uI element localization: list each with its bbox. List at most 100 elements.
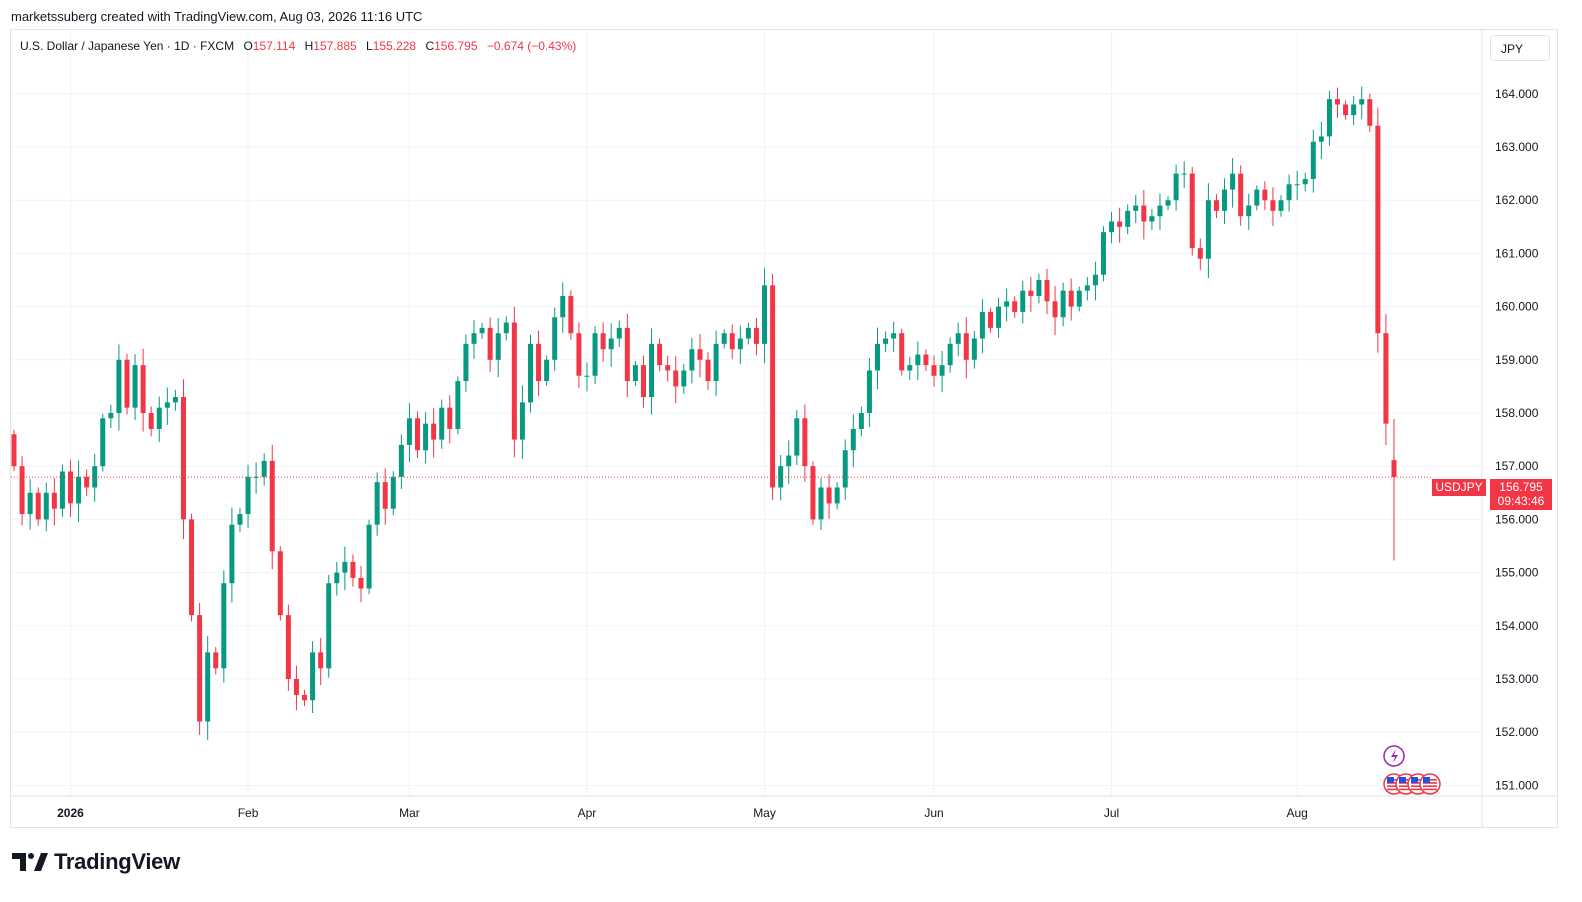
bar-countdown: 09:43:46 [1497,494,1545,508]
flag-stripe [1399,788,1413,791]
candle [1238,165,1244,226]
candle [51,478,57,526]
candle [35,487,41,526]
candle [536,330,542,397]
candle [600,322,606,362]
symbol-title[interactable]: U.S. Dollar / Japanese Yen · 1D · FXCM [20,39,235,53]
candle-body [76,476,82,504]
candle-body [875,343,881,371]
price-tick-label: 155.000 [1495,566,1539,580]
candle-body [1068,290,1074,307]
symbol-legend: U.S. Dollar / Japanese Yen · 1D · FXCM O… [20,39,576,53]
last-price-tag: 156.795 09:43:46 [1490,479,1552,510]
candle [1068,278,1074,321]
candle [713,330,719,397]
candle-body [495,333,501,360]
candle-body [1326,99,1332,137]
candle [431,408,437,458]
price-tick-label: 163.000 [1495,140,1539,154]
candle-body [374,482,380,525]
time-tick-label: Feb [238,806,259,820]
candle-body [27,492,33,515]
candle [745,322,751,345]
candle-body [1343,104,1349,116]
candle-body [794,418,800,456]
candle [931,355,937,387]
flag-canton [1399,777,1406,783]
candle-body [479,327,485,334]
candle [947,337,953,373]
candle-body [43,492,49,520]
candle [649,328,655,415]
candle [1254,185,1260,211]
price-tick-label: 160.000 [1495,300,1539,314]
candle-body [899,333,905,371]
candle [463,334,469,392]
candle [697,333,703,378]
candle [92,453,98,502]
currency-button[interactable]: JPY [1490,35,1550,61]
candle-body [415,418,421,451]
candle [415,411,421,459]
candle [1302,172,1308,192]
candle [883,331,889,353]
candle [1318,121,1324,159]
candle-body [608,338,614,350]
candle [1125,204,1131,235]
candle [1173,164,1179,211]
candle-body [1060,290,1066,318]
time-tick-label: Aug [1286,806,1307,820]
candle-body [713,343,719,382]
candle [753,318,759,356]
flag-stripe [1399,785,1413,787]
candle-body [1133,205,1139,211]
candle-body [463,343,469,382]
candle-body [883,338,889,344]
candles [11,86,1397,740]
candle-body [245,476,251,515]
candle-body [632,365,638,382]
candle [390,471,396,516]
candle [140,348,146,432]
candle [1230,158,1236,208]
candle-body [1302,178,1308,185]
candle-body [1141,205,1147,222]
candle-body [1383,333,1389,424]
candle [1262,181,1268,211]
candle [132,354,138,421]
candle [27,479,33,530]
time-axis: 2026 Feb Mar Apr May Jun Jul Aug [11,795,1557,820]
us-flag-event-icon [1419,773,1441,795]
candle-body [310,652,316,701]
candle [1278,195,1284,217]
candle [1036,273,1042,304]
candle-body [471,333,477,344]
candle-body [1028,290,1034,296]
candle-body [1375,125,1381,334]
candle [43,482,49,532]
candle [84,469,90,497]
time-tick-label: May [753,806,776,820]
candle [1343,100,1349,120]
candle [657,338,663,372]
chart-frame[interactable] [10,29,1558,828]
candle [180,379,186,540]
candle-body [753,327,759,344]
tradingview-logo[interactable]: TradingView [12,849,180,875]
candle-body [616,327,622,339]
candle-body [1318,136,1324,142]
candle [527,334,533,413]
candle [1391,419,1397,561]
candle-body [253,476,259,478]
price-tick-label: 156.000 [1495,512,1539,526]
candle-body [866,370,872,413]
flag-stripe [1387,785,1401,787]
candle-body [745,327,751,339]
candle [979,299,985,354]
candle-body [705,359,711,382]
candle [124,353,130,415]
price-tick-label: 162.000 [1495,193,1539,207]
candle [1213,193,1219,219]
change-value: −0.674 (−0.43%) [486,39,577,53]
